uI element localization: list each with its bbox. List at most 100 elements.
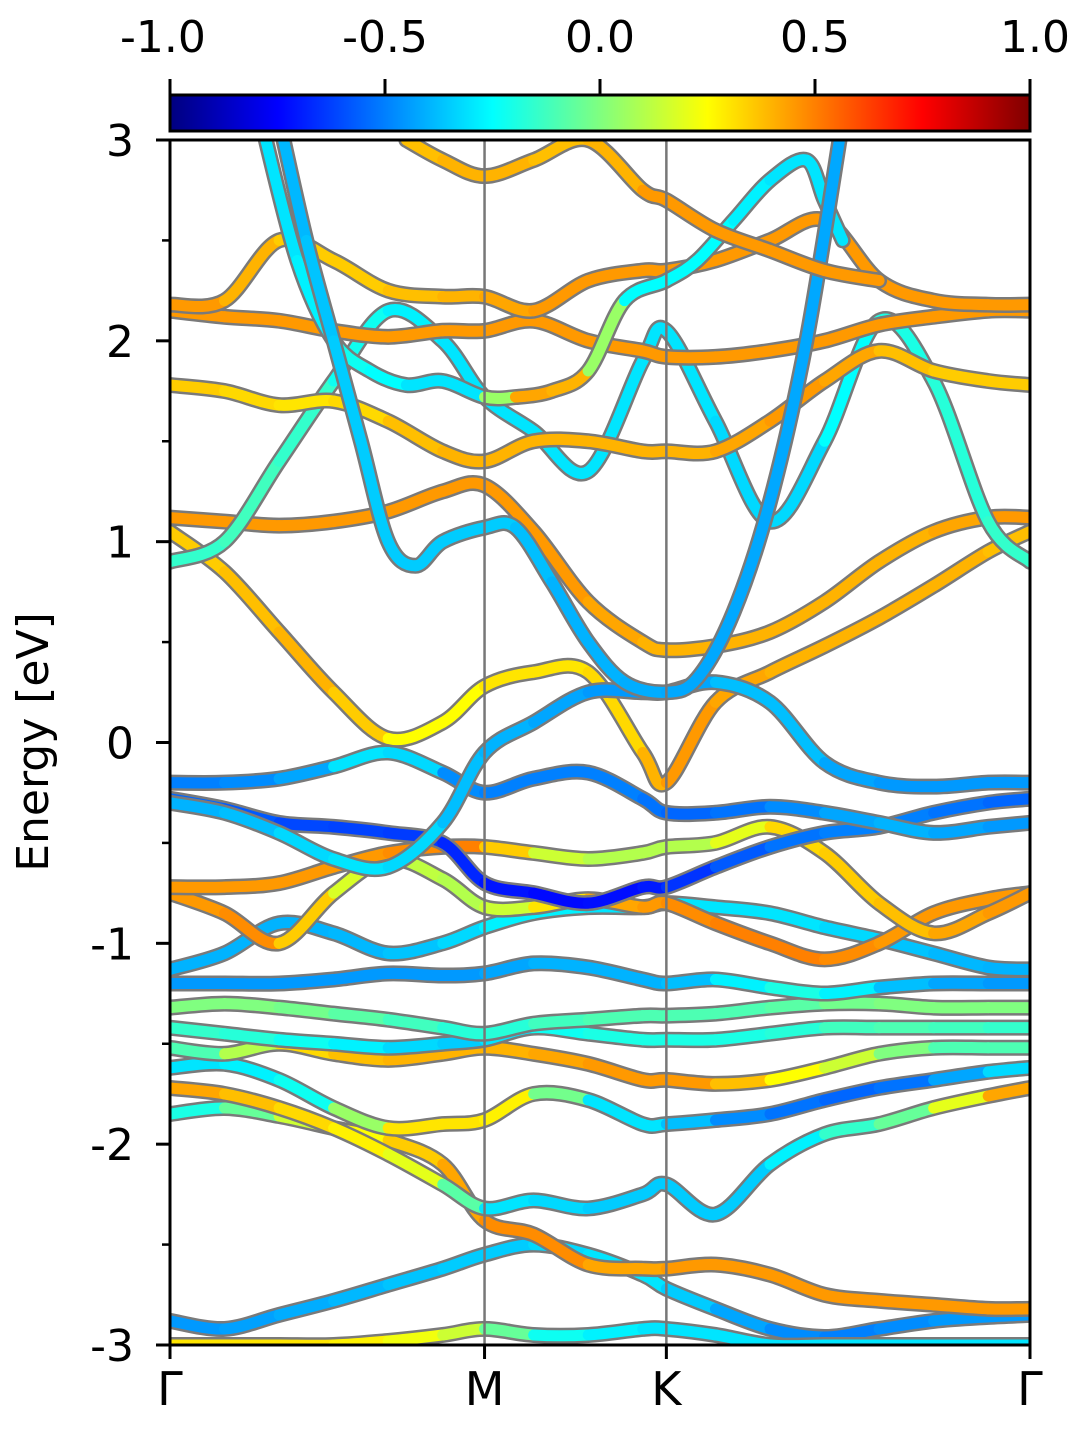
band-segment [328, 686, 394, 744]
band-segment [691, 606, 740, 684]
band-segment [479, 901, 540, 916]
band-segment [437, 1249, 491, 1275]
band-5 [170, 1035, 1030, 1092]
band-segment [800, 140, 846, 347]
band-segment [660, 194, 721, 236]
band-segment [546, 576, 594, 648]
band-segment [170, 1057, 231, 1074]
band-segment [764, 982, 831, 1000]
band-segment [328, 255, 394, 297]
band-segment [709, 345, 776, 363]
band-segment [273, 1295, 340, 1321]
band-segment [873, 777, 940, 793]
band-7 [170, 995, 1030, 1042]
band-segment [382, 325, 449, 343]
band-outline [170, 474, 1030, 659]
band-segment [382, 1329, 449, 1345]
band-segment [819, 612, 885, 652]
band-segment [219, 773, 285, 789]
band-segment [328, 325, 394, 343]
band-segment [382, 415, 449, 457]
band-segment [437, 1323, 491, 1341]
band-segment [170, 1022, 231, 1040]
x-tick-label: Γ [157, 1362, 183, 1416]
band-16 [170, 474, 1030, 659]
band-segment [382, 1038, 449, 1054]
band-segment [273, 516, 340, 532]
band-segment [928, 546, 994, 592]
band-segment [437, 1022, 491, 1040]
band-segment [170, 1082, 231, 1100]
band-segment [437, 747, 491, 829]
band-8 [170, 955, 1030, 1002]
band-segment [928, 947, 994, 973]
band-segment [660, 807, 721, 820]
band-segment [528, 140, 594, 166]
band-segment [928, 1090, 994, 1114]
band-segment [582, 1028, 649, 1046]
band-segment [437, 967, 491, 981]
band-segment [479, 1323, 540, 1341]
band-segment [582, 961, 649, 985]
band-segment [170, 1102, 231, 1120]
band-segment [819, 1082, 885, 1106]
band-segment [528, 526, 594, 608]
band-segment [219, 455, 285, 548]
band-segment [660, 973, 721, 989]
band-segment [582, 1323, 649, 1341]
y-tick-label: -3 [90, 1321, 134, 1372]
band-segment [528, 957, 594, 973]
band-segment [660, 1178, 721, 1220]
band-3 [170, 1079, 1030, 1223]
band-segment [982, 375, 1030, 391]
band-segment [660, 325, 721, 427]
band-segment [660, 445, 721, 459]
band-segment [219, 311, 285, 327]
band-segment [328, 1038, 394, 1054]
band-segment [382, 967, 449, 981]
band-segment [982, 526, 1030, 558]
band-segment [928, 821, 994, 839]
band-segment [479, 479, 540, 538]
plot-area: -3 -2 -1 0 1 2 3 Γ M K Γ Energy [eV] [8, 116, 1043, 1416]
band-segment [982, 961, 1030, 975]
band-segment [479, 1042, 540, 1060]
band-segment [273, 1034, 340, 1050]
band-segment [764, 696, 831, 769]
band-segment [764, 801, 831, 819]
band-segment [764, 1094, 831, 1120]
band-segment [982, 1062, 1030, 1078]
band-segment [764, 1022, 831, 1040]
band-segment [764, 435, 831, 528]
y-axis: -3 -2 -1 0 1 2 3 [90, 116, 170, 1372]
band-segment [328, 821, 394, 839]
band-segment [728, 174, 776, 226]
y-tick-label: 2 [106, 317, 134, 368]
band-segment [928, 375, 994, 528]
band-segment [728, 496, 776, 618]
band-lines [170, 140, 1030, 1345]
band-segment [928, 1311, 994, 1327]
band-segment [928, 777, 994, 793]
band-segment [709, 801, 776, 819]
band-segment [764, 998, 831, 1014]
band-segment [273, 1002, 340, 1020]
band-segment [509, 522, 558, 588]
band-segment [300, 234, 340, 347]
band-segment [528, 433, 594, 447]
band-segment [709, 901, 776, 919]
band-segment [382, 817, 449, 873]
band-1 [170, 1236, 1030, 1345]
x-tick-label: K [651, 1362, 683, 1416]
x-tick-label: Γ [1017, 1362, 1043, 1416]
band-segment [873, 580, 940, 624]
band-segment [528, 275, 594, 317]
band-segment [660, 1114, 721, 1130]
band-segment [819, 1048, 885, 1074]
band-segment [273, 887, 340, 949]
band-segment [170, 512, 231, 528]
band-segment [437, 1114, 491, 1130]
band-segment [764, 640, 831, 678]
